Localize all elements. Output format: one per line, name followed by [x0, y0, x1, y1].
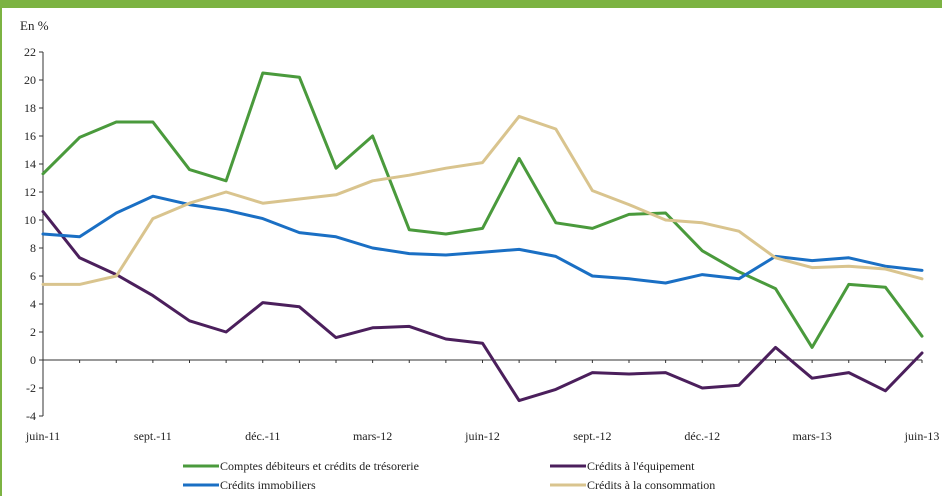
y-tick-label: 20	[24, 73, 36, 87]
chart-legend: Comptes débiteurs et crédits de trésorer…	[183, 459, 715, 492]
chart-series	[41, 71, 924, 403]
y-tick-label: 10	[24, 213, 36, 227]
x-tick-label: juin-12	[464, 429, 500, 443]
series-line-3	[41, 114, 924, 286]
x-tick-label: mars-13	[792, 429, 831, 443]
x-tick-label: sept.-12	[573, 429, 611, 443]
x-tick-label: mars-12	[353, 429, 392, 443]
x-tick-label: juin-13	[904, 429, 940, 443]
y-tick-label: 18	[24, 101, 36, 115]
legend-label: Crédits à l'équipement	[587, 459, 695, 473]
top-accent-bar	[0, 0, 942, 8]
x-tick-label: sept.-11	[134, 429, 172, 443]
x-tick-label: déc.-11	[245, 429, 280, 443]
legend-label: Crédits à la consommation	[587, 478, 715, 492]
y-tick-label: 4	[30, 297, 36, 311]
y-tick-label: 0	[30, 353, 36, 367]
x-tick-label: juin-11	[25, 429, 60, 443]
y-tick-label: -2	[26, 381, 36, 395]
y-tick-label: 12	[24, 185, 36, 199]
y-unit-label: En %	[20, 18, 49, 33]
series-line-0	[41, 71, 924, 349]
series-line-1	[41, 210, 924, 403]
legend-label: Crédits immobiliers	[220, 478, 316, 492]
y-tick-label: 22	[24, 45, 36, 59]
y-tick-label: 14	[24, 157, 36, 171]
y-tick-label: 8	[30, 241, 36, 255]
y-tick-label: -4	[26, 409, 36, 423]
y-tick-label: 2	[30, 325, 36, 339]
x-tick-label: déc.-12	[684, 429, 720, 443]
y-tick-label: 16	[24, 129, 36, 143]
legend-label: Comptes débiteurs et crédits de trésorer…	[220, 459, 419, 473]
y-tick-label: 6	[30, 269, 36, 283]
left-accent-bar	[0, 0, 2, 496]
